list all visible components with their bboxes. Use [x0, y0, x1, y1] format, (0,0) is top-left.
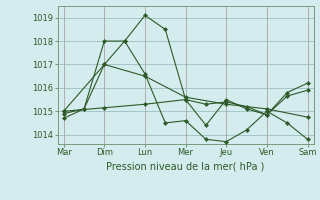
X-axis label: Pression niveau de la mer( hPa ): Pression niveau de la mer( hPa ) — [107, 161, 265, 171]
